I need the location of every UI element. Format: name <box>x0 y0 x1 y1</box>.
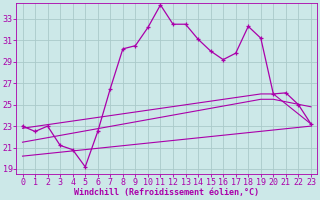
X-axis label: Windchill (Refroidissement éolien,°C): Windchill (Refroidissement éolien,°C) <box>74 188 259 197</box>
